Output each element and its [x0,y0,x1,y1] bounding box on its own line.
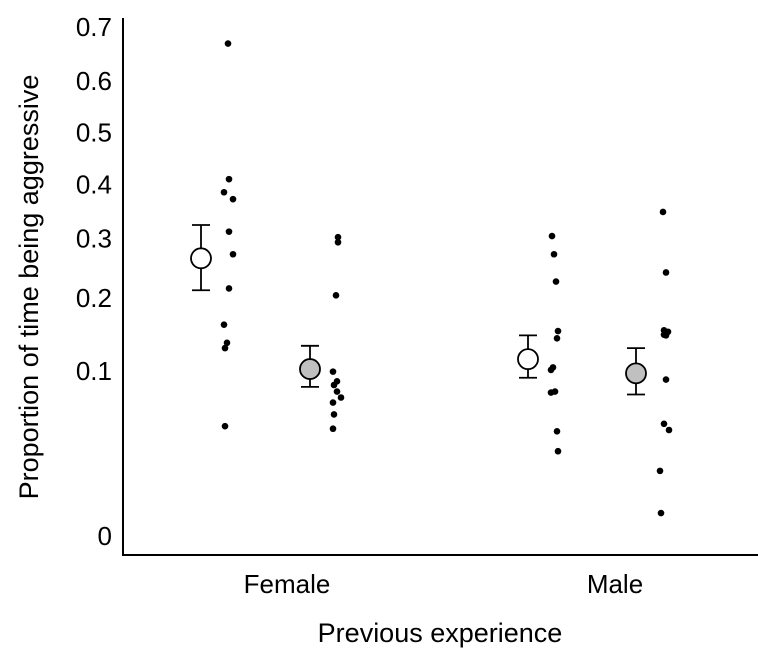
data-point [220,321,228,328]
data-point [550,250,558,258]
data-point [662,332,670,339]
data-point [221,344,229,352]
mean-marker-filled [299,358,321,380]
data-point [547,389,555,396]
y-tick-label: 0.4 [76,169,112,199]
y-tick-label: 0.2 [76,283,112,313]
data-point [662,376,670,383]
y-tick-label: 0.3 [76,223,112,253]
group-male-open [517,232,562,455]
data-point [552,278,560,285]
data-point [659,208,667,216]
data-point [333,388,341,395]
data-point [225,175,233,183]
data-point [657,509,665,517]
data-point [656,467,664,475]
data-point [337,394,345,401]
data-point [229,195,237,203]
y-tick-label: 0.7 [76,12,112,42]
data-point [224,40,232,47]
mean-marker-open [517,348,539,371]
mean-marker-open [190,247,212,270]
y-tick-label: 0.5 [76,118,112,148]
data-point [329,425,337,433]
data-point [330,381,338,389]
data-point [665,426,673,434]
data-point [220,188,228,196]
y-tick-label: 0.6 [76,66,112,96]
group-female-open [190,40,237,430]
data-point [334,238,342,246]
group-male-filled [625,208,673,517]
y-tick-label: 0.1 [76,356,112,386]
data-point [330,411,338,418]
y-tick-labels: 0 0.1 0.2 0.3 0.4 0.5 0.6 0.7 [76,12,112,551]
data-point [554,327,562,335]
x-tick-labels: Female Male [244,569,644,599]
data-point [553,335,561,342]
group-female-filled [299,233,345,433]
data-point [332,292,340,299]
data-point [334,233,342,241]
data-point [548,232,556,240]
data-point [553,427,561,435]
data-point [554,447,562,455]
data-point [223,339,231,347]
y-axis-title: Proportion of time being aggressive [14,75,44,500]
x-tick-label: Male [587,569,643,599]
data-point [329,368,337,375]
x-tick-label: Female [244,569,331,599]
x-axis-title: Previous experience [318,618,563,648]
mean-marker-filled [625,362,647,385]
data-point [221,422,229,430]
data-groups [190,40,673,517]
data-point [662,269,670,276]
y-tick-label: 0 [98,521,112,551]
data-point [225,285,233,292]
data-point [225,228,233,235]
data-point [660,420,668,428]
data-point [329,399,337,406]
data-point [547,366,555,374]
data-point [229,250,237,258]
